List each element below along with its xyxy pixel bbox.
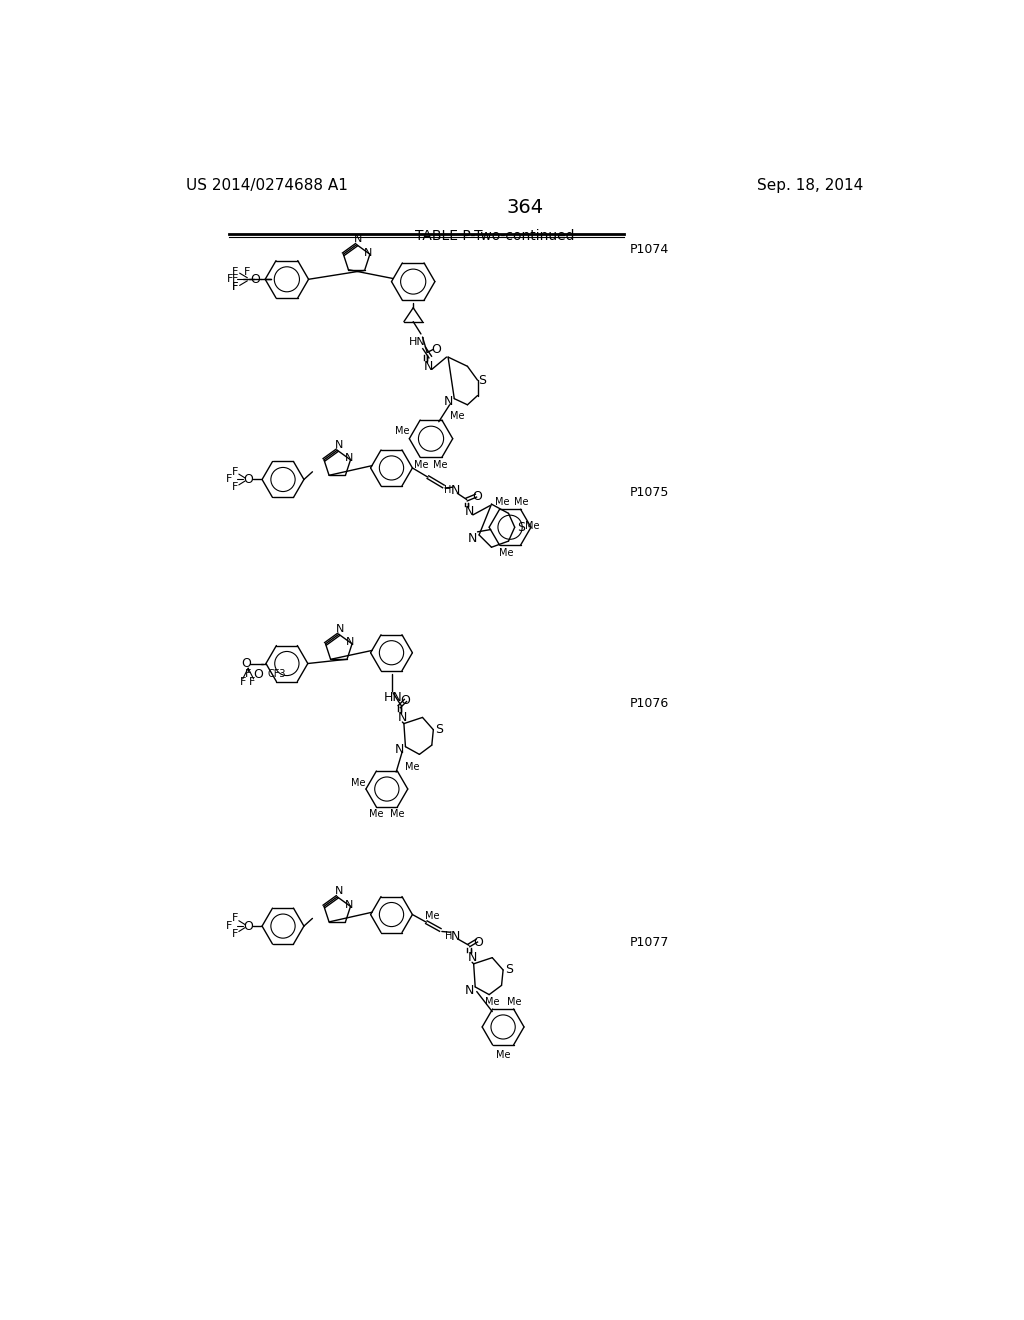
- Text: H: H: [445, 931, 453, 941]
- Text: S: S: [517, 520, 525, 533]
- Text: Me: Me: [485, 998, 500, 1007]
- Text: N: N: [443, 395, 453, 408]
- Text: F: F: [231, 482, 239, 492]
- Text: N: N: [468, 532, 477, 545]
- Text: N: N: [465, 506, 474, 519]
- Text: N: N: [345, 900, 353, 909]
- Text: N: N: [464, 983, 474, 997]
- Text: F: F: [231, 913, 239, 924]
- Text: Me: Me: [395, 426, 410, 436]
- Text: N: N: [394, 743, 403, 756]
- Text: F: F: [231, 275, 239, 284]
- Text: Me: Me: [450, 411, 464, 421]
- Text: Me: Me: [514, 496, 528, 507]
- Text: O: O: [243, 920, 253, 933]
- Text: F: F: [244, 267, 250, 277]
- Text: N: N: [424, 360, 433, 372]
- Text: Me: Me: [524, 520, 539, 531]
- Text: CF3: CF3: [267, 669, 286, 680]
- Text: Me: Me: [495, 496, 510, 507]
- Text: N: N: [451, 929, 460, 942]
- Text: F: F: [227, 275, 233, 284]
- Text: N: N: [397, 711, 407, 723]
- Text: 364: 364: [506, 198, 544, 218]
- Text: F: F: [231, 267, 239, 277]
- Text: US 2014/0274688 A1: US 2014/0274688 A1: [186, 178, 348, 193]
- Text: P1074: P1074: [630, 243, 670, 256]
- Text: N: N: [354, 234, 362, 244]
- Text: Me: Me: [415, 459, 429, 470]
- Text: N: N: [452, 483, 461, 496]
- Text: Me: Me: [425, 911, 440, 921]
- Text: S: S: [478, 374, 486, 387]
- Text: Sep. 18, 2014: Sep. 18, 2014: [757, 178, 863, 193]
- Text: S: S: [435, 723, 443, 737]
- Text: Me: Me: [390, 809, 404, 818]
- Text: N: N: [365, 248, 373, 257]
- Text: O: O: [473, 490, 482, 503]
- Text: O: O: [253, 668, 263, 681]
- Text: Me: Me: [369, 809, 383, 818]
- Text: N: N: [336, 624, 344, 634]
- Text: F: F: [226, 921, 232, 931]
- Text: H: H: [443, 486, 452, 495]
- Text: Me: Me: [350, 777, 366, 788]
- Text: HN: HN: [384, 690, 402, 704]
- Text: P1075: P1075: [630, 486, 670, 499]
- Text: N: N: [335, 887, 343, 896]
- Text: TABLE P-Two-continued: TABLE P-Two-continued: [415, 230, 574, 243]
- Text: O: O: [431, 343, 441, 356]
- Text: Me: Me: [507, 998, 521, 1007]
- Text: S: S: [505, 964, 513, 977]
- Text: F: F: [226, 474, 232, 484]
- Text: F: F: [240, 677, 246, 686]
- Text: F: F: [231, 929, 239, 939]
- Text: O: O: [243, 473, 253, 486]
- Text: Me: Me: [499, 548, 513, 557]
- Text: O: O: [250, 273, 260, 286]
- Text: N: N: [335, 440, 343, 450]
- Text: Me: Me: [433, 459, 447, 470]
- Text: N: N: [345, 453, 353, 463]
- Text: F: F: [231, 282, 239, 292]
- Text: N: N: [467, 952, 477, 964]
- Text: HN: HN: [409, 337, 425, 347]
- Text: N: N: [346, 638, 354, 647]
- Text: O: O: [400, 694, 411, 708]
- Text: Me: Me: [406, 763, 420, 772]
- Text: P1077: P1077: [630, 936, 670, 949]
- Text: F: F: [249, 677, 255, 686]
- Text: O: O: [241, 657, 251, 671]
- Text: F: F: [231, 467, 239, 477]
- Text: F: F: [245, 669, 251, 680]
- Text: P1076: P1076: [630, 697, 670, 710]
- Text: O: O: [473, 936, 483, 949]
- Text: F: F: [231, 282, 239, 292]
- Text: Me: Me: [496, 1049, 510, 1060]
